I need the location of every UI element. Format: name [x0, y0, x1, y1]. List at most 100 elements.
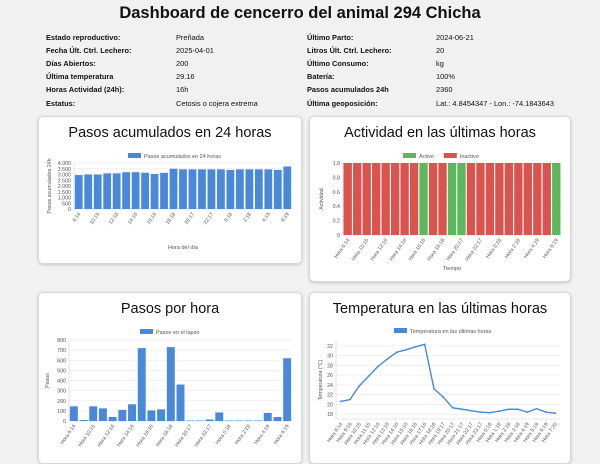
data-point [414, 345, 417, 348]
x-tick-label: Hora 6:14 [59, 424, 77, 446]
bar [466, 163, 476, 235]
info-label: Días Abiertos: [46, 59, 96, 69]
bar [179, 169, 187, 209]
chart-temperatura: Temperatura en las últimas horas 18 20 22 24… [318, 328, 560, 446]
y-tick-label: 1.500 [58, 190, 71, 196]
data-point [517, 408, 519, 411]
bar [137, 348, 146, 421]
y-tick-label: 22 [327, 393, 333, 399]
x-tick-label: Hora 20:17 [445, 238, 465, 263]
info-value: 200 [176, 59, 189, 69]
bar [150, 173, 159, 209]
card-title: Temperatura en las últimas horas [332, 301, 548, 317]
info-panel-right: Último Parto: 2024-06-21 Litros Últ. Ctrl.… [307, 32, 597, 108]
chart-actividad: Activo Inactivo 0 0.2 0.4 0.6 0.8 1.0 Actividad H… [319, 153, 561, 272]
data-point [554, 412, 557, 415]
x-tick-label: Hora 10:15 [351, 238, 371, 263]
info-label: Último Consumo: [307, 59, 369, 69]
y-axis-label: Pasos acumulados 24h [47, 158, 53, 213]
y-tick-label: 0.6 [333, 190, 340, 196]
info-panel-left: Estado reproductivo: Preñada Fecha Últ. Ct… [46, 32, 296, 108]
bar [254, 420, 263, 421]
x-axis-label: Hora del día [168, 245, 199, 251]
bar [372, 163, 381, 235]
x-tick-label: Hora 10:15 [77, 424, 97, 449]
bar [84, 174, 93, 209]
y-tick-label: 28 [327, 363, 333, 369]
x-axis-label: Tiempo [443, 266, 461, 272]
x-tick-label: Hora 2:18 [504, 238, 522, 260]
x-tick-label: Hora 2:18 [234, 424, 252, 446]
x-tick-label: 16:16 [146, 212, 158, 226]
info-label: Litros Últ. Ctrl. Lechero: [307, 46, 392, 56]
y-tick-label: 18 [327, 412, 333, 418]
y-tick-label: 4.000 [58, 161, 71, 167]
x-tick-label: Hora 14:16 [116, 424, 136, 449]
data-point [489, 411, 491, 414]
y-tick-label: 700 [57, 348, 66, 354]
bar [245, 169, 254, 209]
data-point [405, 348, 407, 351]
y-tick-label: 1.000 [58, 196, 71, 202]
bar [160, 172, 168, 209]
bar [198, 169, 206, 209]
bar [353, 163, 362, 235]
legend-swatch [128, 153, 141, 158]
bar [112, 173, 121, 209]
info-value: 16h [176, 85, 189, 95]
info-label: Horas Actividad (24h): [46, 85, 125, 95]
y-tick-label: 32 [327, 344, 333, 350]
bar [74, 175, 83, 209]
y-axis-label: Pasos [45, 373, 51, 388]
bar [244, 420, 253, 421]
chart-pasos-acumulados: Pasos acumulados en 24 horas 05001.0001.5… [47, 153, 292, 251]
data-point [433, 387, 435, 390]
bar [188, 169, 197, 209]
data-point [367, 375, 370, 377]
y-tick-label: 30 [327, 354, 333, 360]
data-point [358, 384, 361, 387]
data-point [395, 351, 398, 354]
bar [226, 169, 235, 209]
bar [69, 406, 78, 421]
info-label: Estatus: [46, 98, 76, 108]
bar [147, 410, 156, 421]
bar [186, 420, 195, 421]
y-tick-label: 3.500 [58, 167, 71, 173]
bar [103, 173, 112, 209]
page-title: Dashboard de cencerro del animal 294 Chi… [119, 4, 481, 22]
bar [254, 169, 263, 209]
info-label: Último Parto: [307, 33, 354, 42]
x-tick-label: 2:18 [242, 212, 253, 224]
x-tick-label: Hora 16:16 [408, 238, 428, 263]
x-tick-label: Hora 22:17 [194, 424, 214, 449]
x-tick-label: Hora 14:16 [389, 238, 409, 263]
y-tick-label: 0 [337, 233, 340, 239]
bar [428, 163, 438, 235]
bar [533, 163, 542, 235]
x-tick-label: Hora 4:19 [253, 424, 271, 446]
bar [447, 163, 457, 235]
legend-swatch [403, 153, 416, 158]
y-tick-label: 0.8 [333, 175, 340, 181]
bar [195, 420, 204, 421]
info-label: Última geoposición: [307, 98, 378, 108]
x-tick-label: 0:18 [223, 212, 234, 224]
y-tick-label: 500 [57, 368, 66, 374]
card-title: Pasos por hora [120, 301, 220, 317]
bar [93, 174, 102, 209]
bar [166, 347, 175, 421]
bar [128, 404, 136, 421]
data-point [451, 406, 454, 409]
bar [131, 172, 140, 209]
y-tick-label: 200 [57, 399, 66, 405]
bar [225, 420, 233, 421]
legend-swatch [140, 329, 153, 334]
info-label: Pasos acumulados 24h [307, 85, 389, 95]
data-point [442, 396, 445, 398]
legend-swatch [443, 153, 457, 158]
data-point [498, 410, 501, 413]
info-value: Lat.: 4.8454347 - Lon.: -74.1843643 [436, 98, 554, 108]
info-label: Última temperatura [46, 72, 114, 82]
card-temperatura: Temperatura en las últimas horas Tempera… [309, 292, 571, 464]
